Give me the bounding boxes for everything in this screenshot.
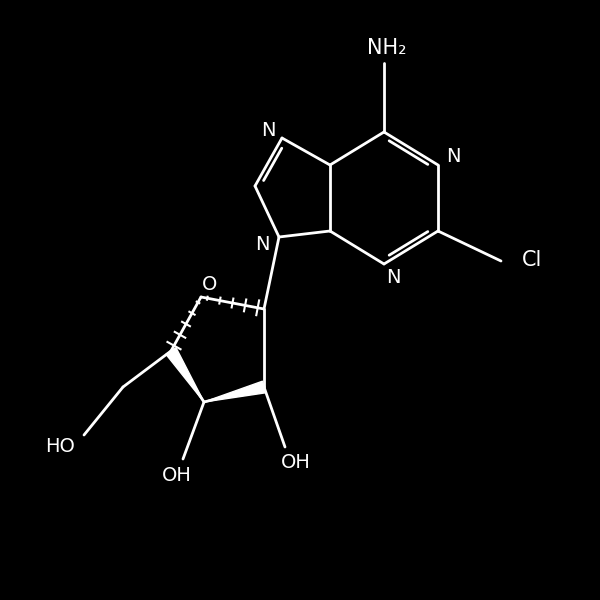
Text: O: O [202,275,218,295]
Text: N: N [446,146,460,166]
Text: HO: HO [45,437,75,457]
Text: N: N [255,235,269,254]
Text: OH: OH [281,452,311,472]
Text: OH: OH [162,466,192,485]
Polygon shape [204,381,265,402]
Text: Cl: Cl [522,250,542,270]
Text: N: N [262,121,276,140]
Polygon shape [166,348,204,402]
Text: N: N [386,268,400,287]
Text: NH₂: NH₂ [367,38,407,58]
